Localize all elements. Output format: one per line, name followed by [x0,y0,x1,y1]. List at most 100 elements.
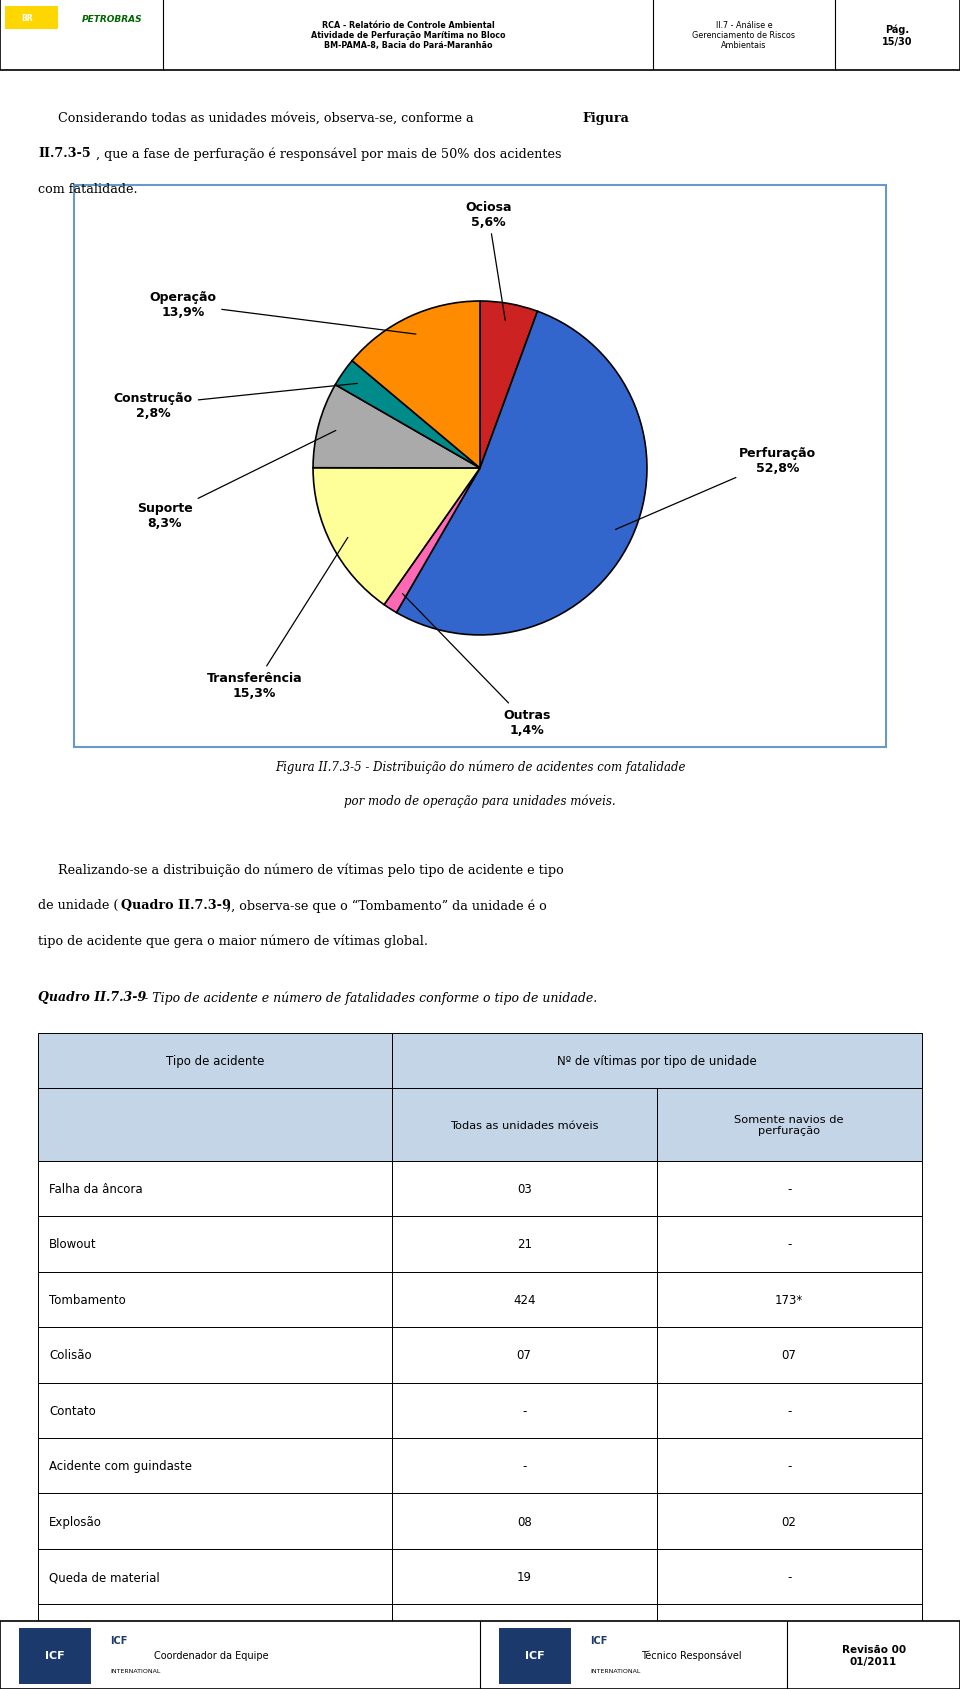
Bar [38,1328,392,1383]
Bar [19,1628,91,1684]
Bar [38,1216,392,1272]
Text: Falha da âncora: Falha da âncora [49,1182,143,1196]
Text: por modo de operação para unidades móveis.: por modo de operação para unidades móvei… [345,794,615,807]
Text: Ociosa
5,6%: Ociosa 5,6% [465,201,512,321]
Wedge shape [352,302,480,470]
Text: Tipo de acidente: Tipo de acidente [166,1054,264,1067]
Bar [392,1383,657,1437]
Bar [74,186,886,748]
Text: Queda de material: Queda de material [49,1571,159,1583]
Text: Figura: Figura [583,111,630,125]
Bar [392,1089,657,1160]
Text: -: - [787,1182,791,1196]
Text: 02: 02 [781,1515,797,1529]
Text: BR: BR [21,14,33,24]
Text: 424: 424 [513,1294,536,1306]
Text: Blowout: Blowout [49,1238,97,1250]
Text: Pág.
15/30: Pág. 15/30 [882,24,913,47]
Bar [392,1549,657,1605]
Text: II.7.3-5: II.7.3-5 [38,147,91,160]
Text: Colisão: Colisão [49,1348,91,1361]
Bar [657,1383,922,1437]
Text: Suporte
8,3%: Suporte 8,3% [137,431,336,529]
Bar [38,1437,392,1493]
Bar [499,1628,571,1684]
Bar [392,1034,922,1089]
Bar [657,1549,922,1605]
Text: -: - [787,1681,791,1689]
Text: Explosão: Explosão [49,1515,102,1529]
Text: com fatalidade.: com fatalidade. [38,182,138,196]
Bar [38,1160,392,1216]
Wedge shape [396,312,647,635]
Wedge shape [384,470,480,613]
Text: 02: 02 [516,1681,532,1689]
Bar [38,1493,392,1549]
Bar [38,1383,392,1437]
Text: 19: 19 [516,1571,532,1583]
Bar [657,1089,922,1160]
Wedge shape [313,468,480,605]
Text: -: - [522,1459,526,1473]
Bar [657,1328,922,1383]
Text: -: - [787,1571,791,1583]
Text: -: - [787,1459,791,1473]
Bar [38,1605,392,1660]
Bar [38,1089,392,1160]
Bar [5,7,58,30]
Bar [657,1272,922,1328]
Text: 02: 02 [781,1627,797,1638]
Text: -: - [522,1404,526,1417]
Text: Figura II.7.3-5 - Distribuição do número de acidentes com fatalidade: Figura II.7.3-5 - Distribuição do número… [275,760,685,774]
Bar [657,1605,922,1660]
Text: Somente navios de
perfuração: Somente navios de perfuração [734,1115,844,1135]
Wedge shape [480,302,538,470]
Text: ), observa-se que o “Tombamento” da unidade é o: ), observa-se que o “Tombamento” da unid… [226,899,546,912]
Text: -: - [787,1238,791,1250]
Text: 21: 21 [516,1238,532,1250]
Text: Quadro II.7.3-9: Quadro II.7.3-9 [38,991,147,1003]
Bar [657,1160,922,1216]
Text: Contato: Contato [49,1404,96,1417]
Text: ICF: ICF [45,1650,65,1660]
Text: - Tipo de acidente e número de fatalidades conforme o tipo de unidade.: - Tipo de acidente e número de fatalidad… [140,991,597,1005]
Text: INTERNATIONAL: INTERNATIONAL [110,1667,160,1672]
Text: 08: 08 [516,1515,532,1529]
Wedge shape [313,385,480,470]
Bar [657,1660,922,1689]
Bar [392,1437,657,1493]
Bar [38,1660,392,1689]
Text: -: - [787,1404,791,1417]
Bar [38,1549,392,1605]
Text: Nº de vítimas por tipo de unidade: Nº de vítimas por tipo de unidade [557,1054,756,1067]
Text: tipo de acidente que gera o maior número de vítimas global.: tipo de acidente que gera o maior número… [38,934,428,948]
Text: Considerando todas as unidades móveis, observa-se, conforme a: Considerando todas as unidades móveis, o… [38,111,478,125]
Bar [392,1660,657,1689]
Text: Todas as unidades móveis: Todas as unidades móveis [450,1120,598,1130]
Text: 33: 33 [516,1627,532,1638]
Text: 173*: 173* [775,1294,804,1306]
Text: Quadro II.7.3-9: Quadro II.7.3-9 [121,899,230,912]
Text: Realizando-se a distribuição do número de vítimas pelo tipo de acidente e tipo: Realizando-se a distribuição do número d… [38,863,564,877]
Text: Construção
2,8%: Construção 2,8% [113,383,357,419]
Bar [657,1216,922,1272]
Text: 03: 03 [516,1182,532,1196]
Bar [38,1034,392,1089]
Text: PETROBRAS: PETROBRAS [82,15,142,24]
Text: Outras
1,4%: Outras 1,4% [402,595,550,736]
Bar [392,1328,657,1383]
Text: INTERNATIONAL: INTERNATIONAL [590,1667,640,1672]
Text: Técnico Responsável: Técnico Responsável [641,1650,741,1660]
Text: ICF: ICF [590,1635,608,1645]
Bar [392,1493,657,1549]
Bar [657,1493,922,1549]
Bar [657,1437,922,1493]
Text: Afundamento: Afundamento [49,1681,129,1689]
Text: Perfuração
52,8%: Perfuração 52,8% [615,446,816,530]
Bar [392,1272,657,1328]
Text: II.7 - Análise e
Gerenciamento de Riscos
Ambientais: II.7 - Análise e Gerenciamento de Riscos… [692,20,796,51]
Text: RCA - Relatório de Controle Ambiental
Atividade de Perfuração Marítima no Bloco
: RCA - Relatório de Controle Ambiental At… [311,20,505,51]
Text: Incêndio: Incêndio [49,1627,99,1638]
Text: Tombamento: Tombamento [49,1294,126,1306]
Text: ICF: ICF [525,1650,545,1660]
